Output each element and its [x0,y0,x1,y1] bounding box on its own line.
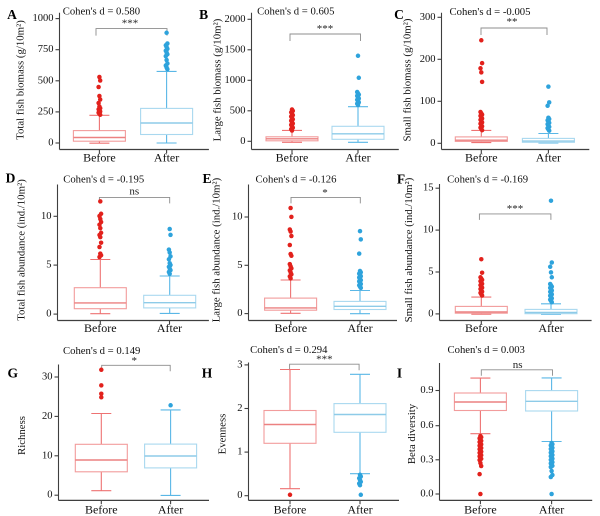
svg-text:*: * [131,355,137,367]
svg-text:Total fish biomass (g/10m²): Total fish biomass (g/10m²) [14,20,26,140]
svg-text:Before: Before [83,151,116,165]
svg-text:Large fish biomass (g/10m²): Large fish biomass (g/10m²) [212,18,224,141]
svg-text:Small fish biomass (g/10m²): Small fish biomass (g/10m²) [402,18,414,141]
svg-text:After: After [538,321,563,335]
svg-text:Small fish abundance (ind./10: Small fish abundance (ind./10m²) [403,177,415,322]
svg-text:2: 2 [237,403,242,414]
svg-text:After: After [345,151,370,165]
svg-text:After: After [539,503,564,516]
svg-text:***: *** [316,354,333,366]
svg-text:G: G [8,366,19,381]
svg-text:Cohen's d = -0.005: Cohen's d = -0.005 [450,6,531,18]
svg-text:10: 10 [232,212,243,223]
svg-text:10: 10 [41,211,52,222]
svg-text:0: 0 [430,138,435,149]
svg-text:Evenness: Evenness [217,414,229,455]
svg-text:0: 0 [428,308,433,319]
svg-text:5: 5 [46,260,51,271]
svg-text:15: 15 [423,183,434,194]
svg-text:After: After [347,321,372,335]
svg-text:ns: ns [513,359,523,371]
svg-text:0: 0 [240,136,245,147]
svg-text:100: 100 [420,96,436,107]
svg-text:I: I [397,366,402,381]
svg-text:C: C [394,7,404,22]
svg-text:Before: Before [276,151,309,165]
svg-text:30: 30 [42,372,53,383]
svg-text:200: 200 [420,54,436,65]
svg-text:0: 0 [237,308,242,319]
svg-text:Before: Before [465,321,498,335]
svg-text:After: After [347,503,372,516]
svg-text:Cohen's d = 0.294: Cohen's d = 0.294 [250,344,328,356]
svg-text:5: 5 [237,260,242,271]
svg-text:B: B [199,7,208,22]
svg-text:0.3: 0.3 [420,454,433,465]
svg-text:1000: 1000 [33,13,54,24]
svg-text:10: 10 [42,450,53,461]
svg-text:1: 1 [237,447,242,458]
svg-text:Cohen's d = 0.003: Cohen's d = 0.003 [447,344,524,356]
svg-text:Cohen's d = 0.149: Cohen's d = 0.149 [63,345,140,357]
svg-text:A: A [7,7,17,22]
svg-text:0.0: 0.0 [420,489,433,500]
svg-text:Cohen's d = -0.126: Cohen's d = -0.126 [256,174,338,186]
svg-text:After: After [536,151,561,165]
svg-text:Richness: Richness [16,416,28,455]
svg-text:E: E [202,171,211,186]
svg-text:**: ** [507,16,518,28]
svg-text:Before: Before [84,321,117,335]
svg-text:10: 10 [423,225,434,236]
svg-text:3: 3 [237,359,242,370]
svg-text:Cohen's d = -0.169: Cohen's d = -0.169 [447,174,528,186]
svg-text:After: After [157,321,182,335]
svg-text:Large fish abundance (ind./10: Large fish abundance (ind./10m²) [210,177,222,322]
svg-text:0.9: 0.9 [420,385,433,396]
svg-text:0: 0 [237,490,242,501]
svg-text:2000: 2000 [225,14,246,25]
svg-text:*: * [322,187,328,199]
svg-text:500: 500 [38,75,54,86]
svg-text:Beta diversity: Beta diversity [406,403,418,464]
svg-text:***: *** [122,18,139,30]
svg-text:***: *** [317,23,334,35]
svg-text:0: 0 [47,490,52,501]
svg-text:500: 500 [230,105,246,116]
svg-text:Before: Before [85,503,118,516]
svg-text:0.6: 0.6 [420,420,433,431]
svg-text:1000: 1000 [225,75,246,86]
svg-text:300: 300 [420,12,436,23]
svg-text:F: F [397,172,405,187]
svg-text:750: 750 [38,44,54,55]
svg-text:Cohen's d = -0.195: Cohen's d = -0.195 [63,174,144,186]
svg-text:250: 250 [38,106,54,117]
svg-text:0: 0 [46,309,51,320]
svg-text:Cohen's d = 0.580: Cohen's d = 0.580 [63,6,140,18]
svg-text:H: H [202,366,213,381]
svg-text:Before: Before [274,321,307,335]
svg-text:***: *** [507,203,524,215]
svg-text:1500: 1500 [225,44,246,55]
svg-text:Before: Before [274,503,307,516]
svg-text:After: After [154,151,179,165]
svg-text:Cohen's d = 0.605: Cohen's d = 0.605 [257,6,334,18]
svg-text:Before: Before [464,503,497,516]
svg-text:Before: Before [465,151,498,165]
svg-text:D: D [6,171,16,186]
svg-text:ns: ns [129,186,139,198]
svg-text:0: 0 [48,138,53,149]
svg-text:5: 5 [428,267,433,278]
svg-text:After: After [158,503,183,516]
svg-text:Total fish abundance (ind./10m: Total fish abundance (ind./10m²) [15,179,27,321]
svg-text:20: 20 [42,411,53,422]
